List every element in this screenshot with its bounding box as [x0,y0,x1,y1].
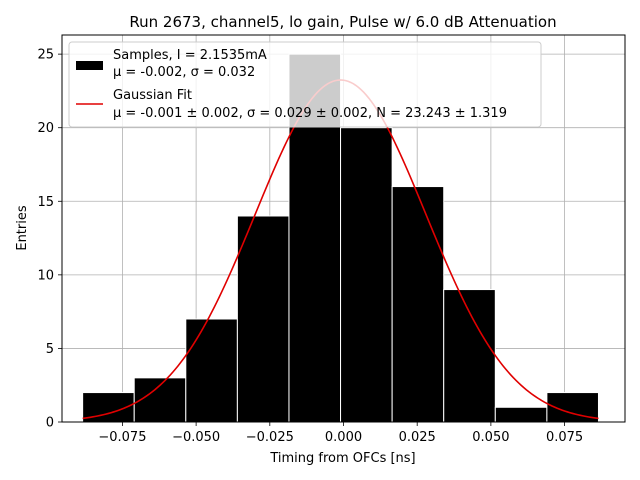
x-tick-label: −0.050 [172,430,220,445]
x-tick-label: 0.000 [325,430,362,445]
histogram-bar [443,289,496,423]
histogram-bar [236,215,290,423]
x-tick-label: 0.050 [472,430,509,445]
y-axis-ticks: 0 5 10 15 20 25 [37,48,62,431]
histogram-bar [185,318,238,423]
y-tick-label: 0 [46,416,54,431]
x-tick-label: 0.025 [399,430,436,445]
legend-fit-line2: μ = -0.001 ± 0.002, σ = 0.029 ± 0.002, N… [113,106,507,121]
histogram-bar [391,186,445,423]
legend-samples-line1: Samples, I = 2.1535mA [113,48,267,63]
x-tick-label: −0.075 [98,430,146,445]
chart-title: Run 2673, channel5, lo gain, Pulse w/ 6.… [129,13,556,31]
y-tick-label: 5 [46,342,54,357]
legend-samples-line2: μ = -0.002, σ = 0.032 [113,65,255,80]
legend-patch-samples [76,61,103,70]
y-tick-label: 20 [37,121,54,136]
histogram-bar [340,127,393,423]
y-tick-label: 15 [37,195,54,210]
legend-fit-line1: Gaussian Fit [113,88,192,103]
y-axis-label: Entries [15,205,30,251]
legend: Samples, I = 2.1535mA μ = -0.002, σ = 0.… [68,41,542,128]
x-tick-label: −0.025 [246,430,294,445]
x-axis-label: Timing from OFCs [ns] [269,451,415,466]
histogram-bar [494,406,548,423]
y-tick-label: 25 [37,48,54,63]
legend-box [68,41,542,128]
x-axis-ticks: −0.075 −0.050 −0.025 0.000 0.025 0.050 0.075 [98,422,583,445]
x-tick-label: 0.075 [546,430,583,445]
y-tick-label: 10 [37,268,54,283]
